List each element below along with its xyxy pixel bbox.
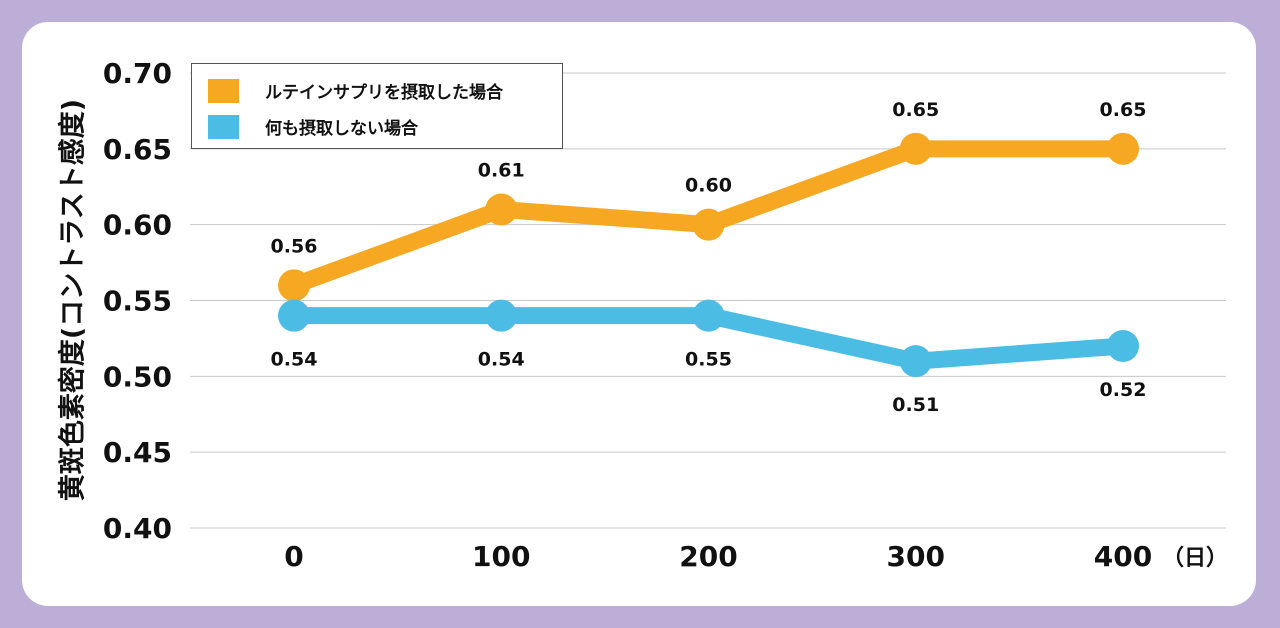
y-tick-label: 0.45 [103,436,172,469]
data-point [899,132,932,165]
data-label: 0.65 [1100,99,1147,121]
data-label: 0.52 [1100,379,1147,401]
legend-swatch-blue [208,114,239,139]
data-point [278,299,310,332]
data-label: 0.54 [478,349,525,371]
data-label: 0.61 [478,160,525,182]
x-tick-label: 200 [679,540,737,573]
y-axis-label: 黄斑色素密度(コントラスト感度) [57,98,89,502]
x-tick-label: 100 [472,540,530,573]
data-point [1107,330,1139,362]
data-point [692,208,725,241]
x-unit-label: （日） [1162,546,1228,571]
x-tick-label: 400 [1094,540,1152,573]
data-point [278,269,310,302]
y-tick-label: 0.65 [103,133,172,166]
y-tick-label: 0.40 [103,512,172,545]
data-point [485,193,518,226]
data-label: 0.55 [685,349,732,371]
y-tick-label: 0.55 [103,285,172,318]
data-point [692,299,725,332]
data-label: 0.51 [892,394,939,416]
data-point [899,345,932,378]
legend-label: 何も摂取しない場合 [265,119,418,139]
data-point [485,299,518,332]
legend-swatch-orange [208,78,239,103]
legend-item-lutein: ルテインサプリを摂取した場合 [208,78,503,103]
legend: ルテインサプリを摂取した場合 何も摂取しない場合 [191,63,563,149]
legend-label: ルテインサプリを摂取した場合 [265,83,503,103]
data-label: 0.54 [271,349,318,371]
data-point [1107,132,1139,165]
y-tick-label: 0.50 [103,360,172,393]
x-tick-label: 0 [284,540,303,573]
y-tick-label: 0.70 [103,57,172,90]
y-tick-label: 0.60 [103,209,172,242]
data-label: 0.56 [271,235,318,257]
data-label: 0.60 [685,175,732,197]
legend-item-none: 何も摂取しない場合 [208,114,418,139]
data-label: 0.65 [892,99,939,121]
x-tick-label: 300 [887,540,945,573]
